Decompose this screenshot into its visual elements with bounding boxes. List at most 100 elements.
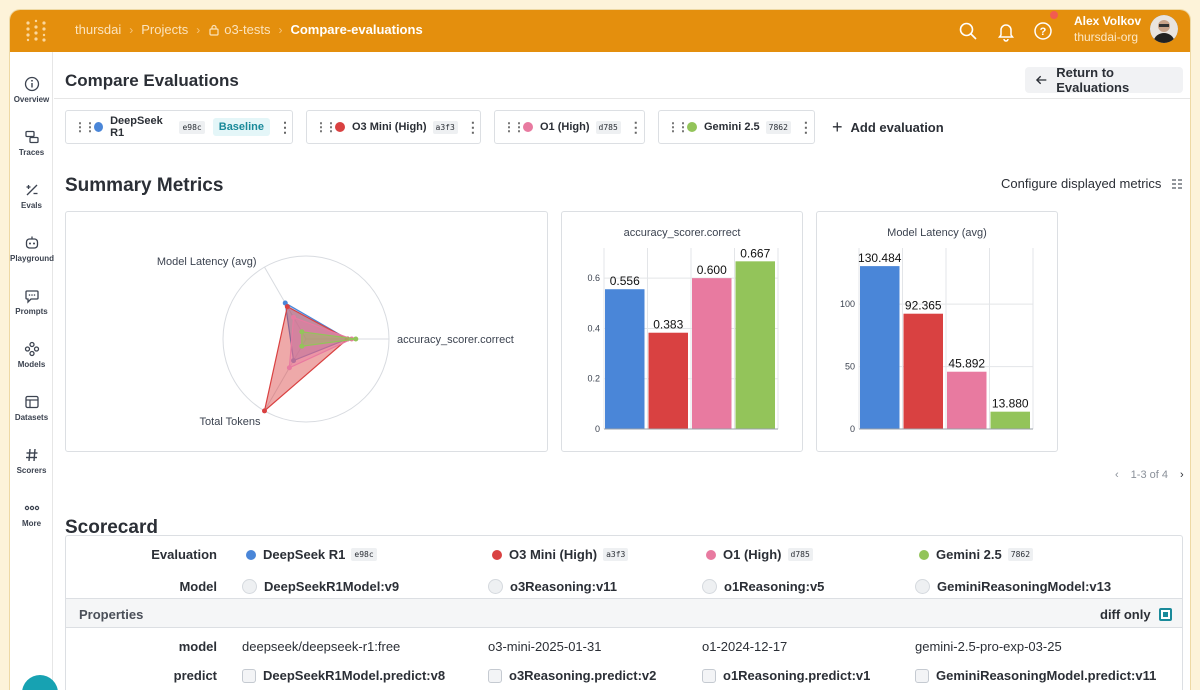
evaluation-name: O3 Mini (High) — [352, 121, 427, 133]
evaluation-chip-deepseek[interactable]: ⋮⋮ DeepSeek R1 e98c Baseline ⋮ — [65, 110, 293, 144]
evaluation-cell[interactable]: O3 Mini (High) a3f3 — [492, 547, 629, 562]
color-dot — [706, 549, 716, 560]
model-name: o1Reasoning:v5 — [724, 579, 825, 594]
model-cell[interactable]: o3Reasoning:v11 — [488, 579, 617, 594]
chevron-right-icon[interactable]: › — [1179, 469, 1184, 481]
evaluation-hash: d785 — [595, 120, 621, 134]
sidebar-item-more[interactable]: More — [10, 500, 53, 528]
models-icon — [24, 341, 39, 357]
return-to-evaluations-button[interactable]: Return to Evaluations — [1025, 65, 1183, 95]
y-tick-label: 0 — [850, 424, 855, 434]
evaluation-cell[interactable]: DeepSeek R1 e98c — [246, 547, 377, 562]
evaluation-hash: a3f3 — [603, 548, 629, 561]
evaluation-cell[interactable]: Gemini 2.5 7862 — [919, 547, 1034, 562]
kebab-menu-icon[interactable]: ⋮ — [798, 118, 813, 135]
scorers-icon — [25, 448, 37, 462]
sidebar-item-datasets[interactable]: Datasets — [10, 394, 53, 422]
breadcrumb-projects[interactable]: Projects — [141, 22, 189, 37]
configure-metrics-button[interactable]: Configure displayed metrics — [1001, 176, 1183, 191]
drag-handle-icon[interactable]: ⋮⋮ — [503, 120, 525, 134]
breadcrumb: thursdai › Projects › o3-tests › Compare… — [75, 22, 423, 37]
radar-point — [284, 304, 290, 310]
drag-handle-icon[interactable]: ⋮⋮ — [74, 120, 96, 134]
predict-cell[interactable]: DeepSeekR1Model.predict:v8 — [242, 668, 445, 683]
drag-handle-icon[interactable]: ⋮⋮ — [667, 120, 689, 134]
radar-point — [299, 343, 305, 349]
diff-only-label: diff only — [1100, 607, 1151, 622]
latency-bar-chart: Model Latency (avg) 0 50 100 130.484 92.365 45… — [840, 227, 1034, 434]
chevron-left-icon[interactable]: ‹ — [1115, 469, 1119, 481]
chevron-right-icon: › — [129, 22, 134, 37]
add-evaluation-label: Add evaluation — [850, 119, 944, 135]
model-cell[interactable]: DeepSeekR1Model:v9 — [242, 579, 399, 594]
predict-cell[interactable]: GeminiReasoningModel.predict:v11 — [915, 668, 1156, 683]
diff-only-checkbox[interactable] — [1158, 608, 1172, 621]
chevron-right-icon: › — [196, 22, 201, 37]
kebab-menu-icon[interactable]: ⋮ — [278, 118, 292, 135]
color-dot — [523, 122, 533, 132]
row-label: Evaluation — [151, 547, 217, 562]
model-cell[interactable]: o1Reasoning:v5 — [702, 579, 824, 594]
evaluation-name: DeepSeek R1 — [263, 547, 346, 562]
help-icon[interactable]: ? — [1032, 20, 1054, 42]
evaluation-cell[interactable]: O1 (High) d785 — [706, 547, 813, 562]
wandb-logo-icon[interactable] — [24, 19, 48, 43]
breadcrumb-entity[interactable]: thursdai — [75, 22, 122, 37]
evaluation-chip-o1[interactable]: ⋮⋮ O1 (High) d785 ⋮ — [494, 110, 645, 144]
header-divider — [54, 98, 1190, 99]
sidebar-item-prompts[interactable]: Prompts — [10, 288, 53, 316]
sidebar-item-models[interactable]: Models — [10, 341, 53, 369]
sidebar-item-label: Scorers — [16, 466, 47, 475]
kebab-menu-icon[interactable]: ⋮ — [628, 118, 643, 135]
scorecard-title: Scorecard — [65, 517, 158, 538]
evaluation-chip-o3mini[interactable]: ⋮⋮ O3 Mini (High) a3f3 ⋮ — [306, 110, 481, 144]
model-icon — [915, 579, 930, 594]
bar-value-label: 0.600 — [697, 263, 727, 277]
model-cell[interactable]: GeminiReasoningModel:v13 — [915, 579, 1111, 594]
evaluation-chip-gemini[interactable]: ⋮⋮ Gemini 2.5 7862 ⋮ — [658, 110, 815, 144]
app-window: thursdai › Projects › o3-tests › Compare… — [10, 10, 1190, 690]
sidebar-item-evals[interactable]: Evals — [10, 182, 53, 210]
chat-launcher-button[interactable] — [22, 675, 58, 690]
predict-cell[interactable]: o1Reasoning.predict:v1 — [702, 668, 870, 683]
evaluation-hash: 7862 — [1007, 548, 1034, 561]
sidebar-item-playground[interactable]: Playground — [10, 235, 54, 263]
avatar[interactable] — [1150, 15, 1178, 43]
user-org: thursdai-org — [1074, 30, 1139, 44]
summary-metrics-title: Summary Metrics — [65, 175, 224, 196]
row-label: Model — [179, 579, 217, 594]
evaluation-hash: e98c — [351, 548, 377, 561]
y-tick-label: 50 — [845, 362, 855, 372]
drag-handle-icon[interactable]: ⋮⋮ — [315, 120, 337, 134]
sidebar-item-scorers[interactable]: Scorers — [10, 447, 53, 475]
prop-cell: gemini-2.5-pro-exp-03-25 — [915, 639, 1062, 654]
kebab-menu-icon[interactable]: ⋮ — [465, 118, 480, 135]
sidebar: Overview Traces Evals Playground Prompts… — [10, 52, 54, 690]
diff-only-toggle[interactable]: diff only — [1100, 607, 1172, 622]
predict-cell[interactable]: o3Reasoning.predict:v2 — [488, 668, 656, 683]
radar-axis-label: Model Latency (avg) — [157, 256, 257, 268]
accuracy-chart-panel: accuracy_scorer.correct 0 0.2 0.4 0.6 0.556 0.… — [561, 211, 803, 452]
bar-value-label: 130.484 — [858, 251, 902, 265]
sidebar-item-traces[interactable]: Traces — [10, 129, 53, 157]
op-icon — [702, 668, 716, 683]
latency-chart-panel: Model Latency (avg) 0 50 100 130.484 92.365 45… — [816, 211, 1058, 452]
radar-axis — [264, 338, 307, 412]
color-dot — [246, 549, 256, 560]
color-dot — [492, 549, 502, 560]
user-info[interactable]: Alex Volkov thursdai-org — [1074, 13, 1141, 45]
y-tick-label: 100 — [840, 299, 855, 309]
sidebar-item-overview[interactable]: Overview — [10, 76, 53, 104]
add-evaluation-button[interactable]: + Add evaluation — [832, 110, 944, 144]
bell-icon[interactable] — [995, 20, 1017, 42]
search-icon[interactable] — [957, 20, 979, 42]
prop-cell: o3-mini-2025-01-31 — [488, 639, 602, 654]
op-icon — [915, 668, 929, 683]
predict-name: DeepSeekR1Model.predict:v8 — [263, 668, 446, 683]
evaluation-name: O1 (High) — [723, 547, 782, 562]
configure-label: Configure displayed metrics — [1001, 176, 1162, 191]
op-icon — [488, 668, 502, 683]
user-name: Alex Volkov — [1074, 14, 1142, 28]
breadcrumb-project[interactable]: o3-tests — [224, 22, 271, 37]
radar-series-area — [263, 305, 349, 413]
